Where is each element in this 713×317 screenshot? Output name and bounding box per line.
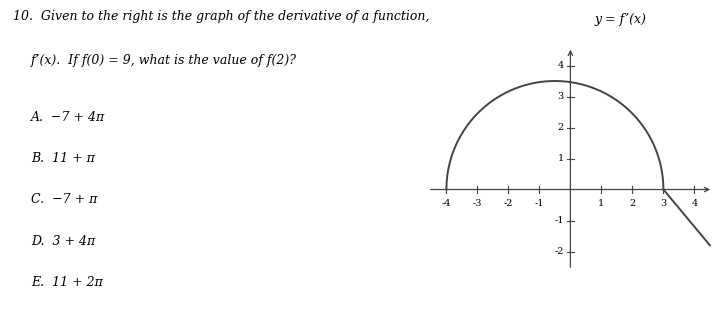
Text: -1: -1	[535, 199, 544, 208]
Text: B.  11 + π: B. 11 + π	[31, 152, 95, 165]
Text: -1: -1	[554, 216, 563, 225]
Text: f’(x).  If f(0) = 9, what is the value of f(2)?: f’(x). If f(0) = 9, what is the value of…	[31, 54, 297, 67]
Text: 4: 4	[692, 199, 697, 208]
Text: E.  11 + 2π: E. 11 + 2π	[31, 276, 103, 289]
Text: 4: 4	[558, 61, 563, 70]
Text: -3: -3	[473, 199, 482, 208]
Text: 2: 2	[630, 199, 635, 208]
Text: 1: 1	[598, 199, 605, 208]
Text: -2: -2	[503, 199, 513, 208]
Text: 2: 2	[558, 123, 563, 132]
Text: 1: 1	[558, 154, 563, 163]
Text: y = f’(x): y = f’(x)	[595, 13, 646, 26]
Text: 3: 3	[558, 92, 563, 101]
Text: A.  −7 + 4π: A. −7 + 4π	[31, 111, 106, 124]
Text: D.  3 + 4π: D. 3 + 4π	[31, 235, 96, 248]
Text: 10.  Given to the right is the graph of the derivative of a function,: 10. Given to the right is the graph of t…	[14, 10, 430, 23]
Text: 3: 3	[660, 199, 667, 208]
Text: C.  −7 + π: C. −7 + π	[31, 193, 97, 206]
Text: -4: -4	[441, 199, 451, 208]
Text: -2: -2	[554, 247, 563, 256]
